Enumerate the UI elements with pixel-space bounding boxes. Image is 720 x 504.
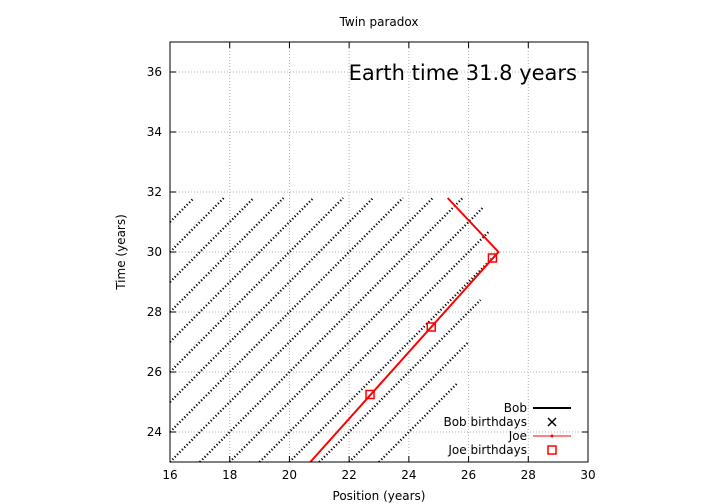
chart-title: Twin paradox (339, 15, 419, 29)
y-tick-label: 26 (147, 365, 162, 379)
x-tick-label: 26 (461, 468, 476, 482)
y-tick-label: 34 (147, 125, 162, 139)
y-axis-label: Time (years) (114, 214, 128, 291)
bob-line (169, 197, 285, 313)
bob-line (199, 197, 464, 463)
joe-line (309, 197, 500, 463)
x-tick-label: 24 (401, 468, 416, 482)
legend-label: Bob birthdays (443, 415, 527, 429)
joe-birthday-marker (365, 389, 375, 400)
y-tick-label: 24 (147, 425, 162, 439)
joe-birthday-marker (487, 253, 498, 263)
bob-line (169, 197, 225, 253)
bob-line (288, 257, 494, 463)
bob-line (348, 341, 470, 463)
x-tick-label: 16 (162, 468, 177, 482)
y-tick-label: 36 (147, 65, 162, 79)
bob-line (169, 197, 374, 403)
legend-sample-joe-dot (550, 434, 554, 438)
x-tick-label: 22 (342, 468, 357, 482)
x-tick-label: 28 (521, 468, 536, 482)
bob-line (169, 197, 344, 373)
x-tick-label: 20 (282, 468, 297, 482)
bob-line (318, 299, 482, 463)
bob-line (378, 383, 458, 463)
legend-sample-joe-birthdays (547, 445, 557, 455)
bob-line (169, 197, 315, 343)
bob-line (169, 197, 195, 223)
legend-label: Joe (508, 429, 527, 443)
x-axis-label: Position (years) (333, 489, 426, 503)
legend-sample-bob-birthdays (547, 417, 557, 427)
bob-line (169, 197, 404, 433)
earth-time-annotation: Earth time 31.8 years (349, 61, 577, 85)
bob-line (169, 197, 434, 463)
legend-label: Joe birthdays (447, 443, 527, 457)
plot-area (169, 197, 500, 463)
y-tick-label: 32 (147, 185, 162, 199)
x-tick-label: 30 (580, 468, 595, 482)
joe-birthday-marker (426, 322, 436, 332)
y-tick-label: 30 (147, 245, 162, 259)
bob-line (228, 206, 485, 463)
bob-line (169, 197, 255, 283)
axes: 16 18 20 22 24 26 28 30 24 26 28 30 32 34 36 (147, 42, 596, 482)
legend-label: Bob (504, 401, 527, 415)
x-tick-label: 18 (222, 468, 237, 482)
y-tick-label: 28 (147, 305, 162, 319)
